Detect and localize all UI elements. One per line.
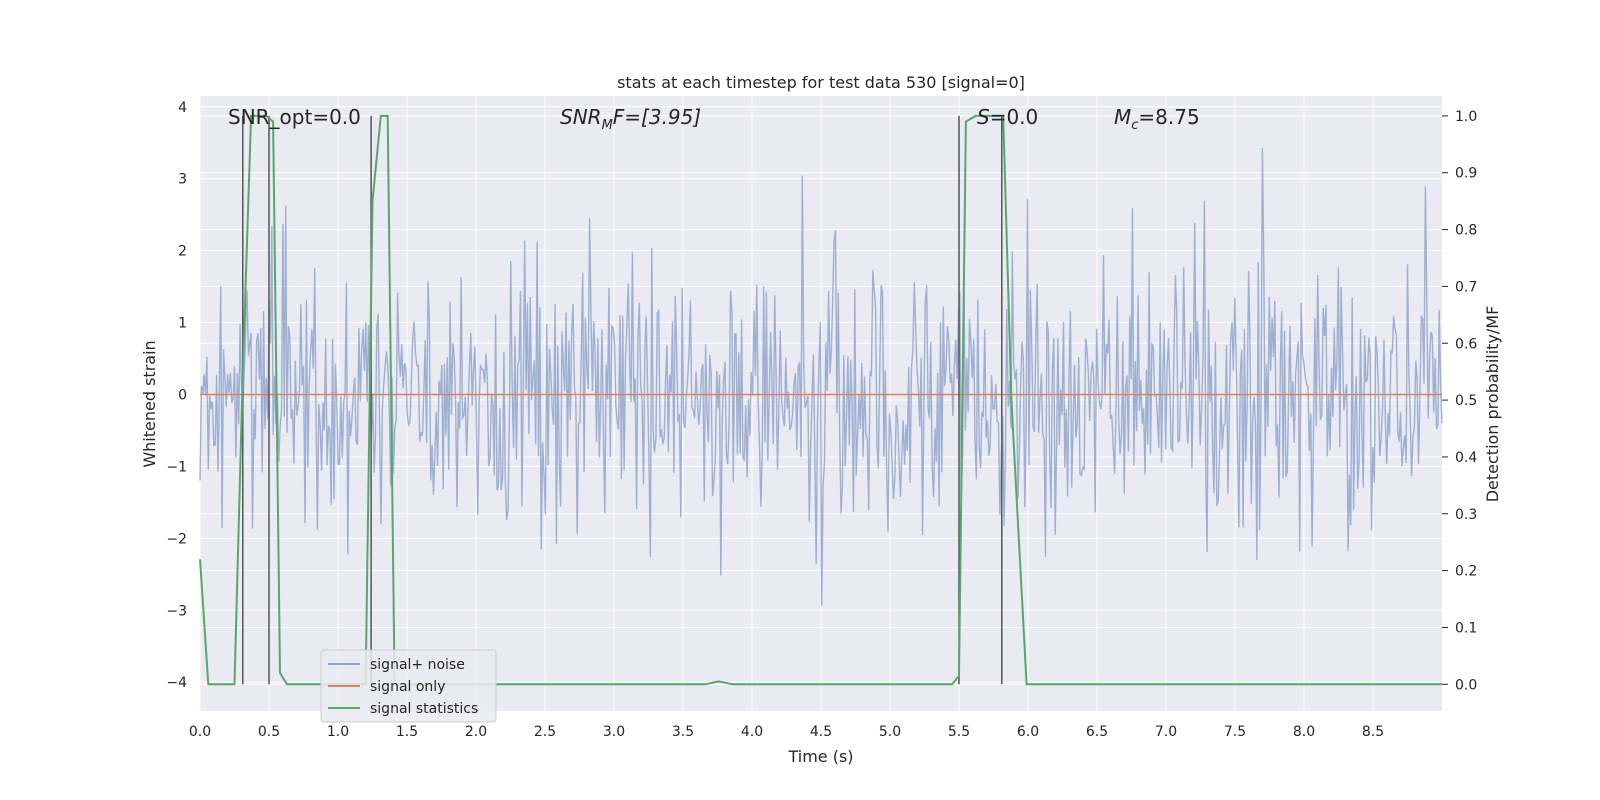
y-tick-label: 4 <box>178 100 187 116</box>
mc-sub: c <box>1131 118 1138 133</box>
y-tick-label: −4 <box>166 675 187 691</box>
snr-mf-annotation: SNRMF=[3.95] <box>560 105 701 133</box>
x-tick-label: 7.5 <box>1224 724 1246 740</box>
y2-tick-label: 0.7 <box>1455 279 1477 295</box>
s-value: =0.0 <box>990 105 1039 129</box>
y2-axis-label: Detection probability/MF <box>1483 306 1502 503</box>
x-tick-label: 5.5 <box>948 724 970 740</box>
vertical-lines <box>242 115 1003 685</box>
x-tick-labels: 0.0 0.5 1.0 1.5 2.0 2.5 3.0 3.5 4.0 4.5 5.0 5.5 6.0 6… <box>189 724 1384 740</box>
y2-tick-labels: 1.0 0.9 0.8 0.7 0.6 0.5 0.4 0.3 0.2 0.1 0.0 <box>1442 109 1477 693</box>
snr-opt-annotation: SNR_opt=0.0 <box>228 105 361 129</box>
legend-label-stats: signal statistics <box>370 701 478 717</box>
y-axis-label: Whitened strain <box>140 340 159 467</box>
y-tick-labels: 4 3 2 1 0 −1 −2 −3 −4 <box>166 100 187 691</box>
y-tick-label: 0 <box>178 388 187 404</box>
x-tick-label: 1.5 <box>396 724 418 740</box>
x-tick-label: 4.0 <box>741 724 763 740</box>
mc-label: M <box>1114 105 1131 129</box>
x-tick-label: 8.0 <box>1293 724 1315 740</box>
y-tick-label: −3 <box>166 603 187 619</box>
legend: signal+ noise signal only signal statist… <box>320 649 497 723</box>
chart-title: stats at each timestep for test data 530… <box>617 73 1025 92</box>
x-tick-label: 3.0 <box>603 724 625 740</box>
y2-tick-label: 0.3 <box>1455 507 1477 523</box>
s-label: S <box>977 105 990 129</box>
noise-series <box>199 147 1443 606</box>
snr-mf-sub: M <box>602 118 613 133</box>
x-tick-label: 2.5 <box>534 724 556 740</box>
y2-tick-label: 0.5 <box>1455 393 1477 409</box>
noise-line <box>199 147 1443 606</box>
y2-tick-label: 0.4 <box>1455 450 1477 466</box>
x-tick-label: 3.5 <box>672 724 694 740</box>
y2-tick-label: 0.1 <box>1455 620 1477 636</box>
y2-tick-label: 0.2 <box>1455 564 1477 580</box>
x-tick-label: 6.0 <box>1017 724 1039 740</box>
x-tick-label: 5.0 <box>879 724 901 740</box>
signal-statistics-series <box>199 114 1442 686</box>
mc-annotation: Mc=8.75 <box>1114 105 1200 133</box>
y2-tick-label: 0.6 <box>1455 336 1477 352</box>
s-annotation: S=0.0 <box>977 105 1038 129</box>
mc-value: =8.75 <box>1138 105 1199 129</box>
x-tick-label: 6.5 <box>1086 724 1108 740</box>
y-tick-label: 1 <box>178 316 187 332</box>
x-tick-label: 8.5 <box>1362 724 1384 740</box>
x-tick-label: 1.0 <box>327 724 349 740</box>
x-tick-label: 2.0 <box>465 724 487 740</box>
y-tick-label: 3 <box>178 172 187 188</box>
x-tick-label: 7.0 <box>1155 724 1177 740</box>
y-tick-label: −2 <box>166 531 187 547</box>
snr-mf-label: SNR <box>560 105 602 129</box>
legend-label-signal: signal only <box>370 679 445 695</box>
y2-tick-label: 0.9 <box>1455 166 1477 182</box>
y-tick-label: −1 <box>166 459 187 475</box>
signal-statistics-line <box>199 114 1442 686</box>
x-tick-label: 4.5 <box>810 724 832 740</box>
x-tick-label: 0.0 <box>189 724 211 740</box>
y2-tick-label: 0.8 <box>1455 223 1477 239</box>
snr-mf-tail: F=[3.95] <box>613 105 701 129</box>
x-axis-label: Time (s) <box>787 747 853 766</box>
x-tick-label: 0.5 <box>258 724 280 740</box>
y2-tick-label: 1.0 <box>1455 109 1477 125</box>
legend-label-noise: signal+ noise <box>370 657 465 673</box>
y2-tick-label: 0.0 <box>1455 677 1477 693</box>
legend-box <box>320 649 497 723</box>
y-tick-label: 2 <box>178 244 187 260</box>
